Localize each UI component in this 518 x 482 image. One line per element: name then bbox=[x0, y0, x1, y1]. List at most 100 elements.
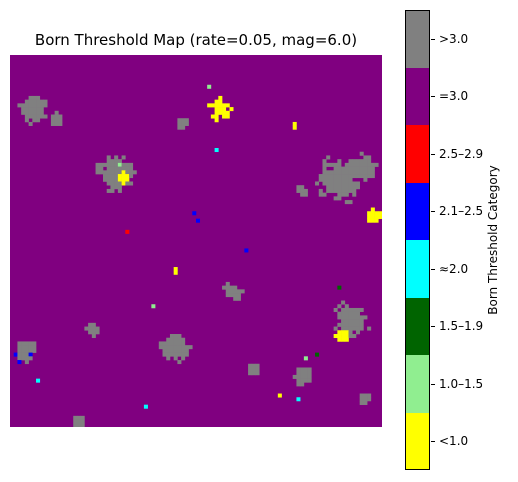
heatmap-cell bbox=[352, 159, 357, 164]
heatmap-cell bbox=[169, 348, 174, 353]
heatmap-cell bbox=[28, 356, 33, 361]
colorbar-tick bbox=[431, 383, 435, 385]
heatmap-cell bbox=[110, 181, 115, 186]
heatmap-cell bbox=[296, 367, 301, 372]
colorbar-tick-label: ≈2.0 bbox=[439, 261, 469, 276]
heatmap-cell bbox=[322, 162, 327, 167]
heatmap-cell bbox=[341, 322, 346, 327]
heatmap-canvas bbox=[10, 55, 382, 427]
heatmap-cell bbox=[318, 192, 323, 197]
heatmap-cell bbox=[110, 159, 115, 164]
heatmap-cell bbox=[114, 162, 119, 167]
heatmap-cell bbox=[129, 174, 134, 179]
heatmap-cell bbox=[348, 162, 353, 167]
heatmap-cell bbox=[218, 103, 223, 108]
heatmap-cell bbox=[326, 177, 331, 182]
heatmap-cell bbox=[91, 322, 96, 327]
heatmap-cell bbox=[21, 107, 26, 112]
heatmap-cell bbox=[337, 159, 342, 164]
heatmap-cell bbox=[322, 192, 327, 197]
heatmap-cell bbox=[114, 181, 119, 186]
heatmap-cell bbox=[39, 114, 44, 119]
heatmap-cell bbox=[352, 322, 357, 327]
heatmap-cell bbox=[378, 211, 382, 216]
heatmap-cell bbox=[99, 170, 104, 175]
heatmap-cell bbox=[222, 110, 227, 115]
heatmap-cell bbox=[322, 177, 327, 182]
heatmap-cell bbox=[222, 285, 227, 290]
heatmap-cell bbox=[181, 121, 186, 126]
heatmap-cell bbox=[333, 181, 338, 186]
heatmap-cell bbox=[158, 341, 163, 346]
heatmap-cell bbox=[229, 293, 234, 298]
heatmap-cell bbox=[344, 177, 349, 182]
heatmap-cell bbox=[28, 95, 33, 100]
heatmap-cell bbox=[352, 188, 357, 193]
heatmap-cell bbox=[114, 185, 119, 190]
heatmap-cell bbox=[76, 423, 81, 427]
heatmap-cell bbox=[162, 352, 167, 357]
heatmap-cell bbox=[352, 311, 357, 316]
heatmap-cell bbox=[80, 419, 85, 424]
heatmap-cell bbox=[348, 181, 353, 186]
heatmap-cell bbox=[32, 99, 37, 104]
heatmap-cell bbox=[337, 177, 342, 182]
heatmap-cell bbox=[222, 103, 227, 108]
heatmap-cell bbox=[184, 121, 189, 126]
heatmap-cell bbox=[233, 293, 238, 298]
heatmap-cell bbox=[337, 166, 342, 171]
heatmap-cell bbox=[121, 162, 126, 167]
heatmap-cell bbox=[344, 337, 349, 342]
heatmap-cell bbox=[344, 166, 349, 171]
heatmap-cell bbox=[318, 188, 323, 193]
heatmap-cell bbox=[329, 162, 334, 167]
heatmap-cell bbox=[255, 363, 260, 368]
heatmap-cell bbox=[121, 170, 126, 175]
colorbar-tick-label: 1.5–1.9 bbox=[439, 319, 484, 334]
heatmap-cell bbox=[214, 118, 219, 123]
heatmap-cell bbox=[214, 114, 219, 119]
heatmap-cell bbox=[300, 371, 305, 376]
heatmap-cell bbox=[24, 352, 29, 357]
heatmap-cell bbox=[143, 404, 148, 409]
heatmap-cell bbox=[184, 352, 189, 357]
heatmap-cell bbox=[28, 345, 33, 350]
heatmap-cell bbox=[374, 162, 379, 167]
colorbar-segment bbox=[406, 297, 429, 355]
heatmap-cell bbox=[359, 400, 364, 405]
heatmap-cell bbox=[337, 174, 342, 179]
heatmap-cell bbox=[32, 103, 37, 108]
heatmap-cell bbox=[367, 393, 372, 398]
heatmap-cell bbox=[173, 345, 178, 350]
heatmap-cell bbox=[355, 330, 360, 335]
heatmap-cell bbox=[352, 307, 357, 312]
heatmap-cell bbox=[177, 118, 182, 123]
heatmap-cell bbox=[341, 188, 346, 193]
heatmap-cell bbox=[337, 315, 342, 320]
heatmap-cell bbox=[91, 330, 96, 335]
heatmap-cell bbox=[166, 337, 171, 342]
heatmap-cell bbox=[344, 319, 349, 324]
heatmap-cell bbox=[348, 159, 353, 164]
heatmap-cell bbox=[352, 166, 357, 171]
heatmap-cell bbox=[348, 334, 353, 339]
heatmap-cell bbox=[333, 188, 338, 193]
heatmap-cell bbox=[173, 341, 178, 346]
heatmap-cell bbox=[32, 114, 37, 119]
heatmap-cell bbox=[17, 345, 22, 350]
heatmap-cell bbox=[36, 110, 41, 115]
heatmap-cell bbox=[370, 207, 375, 212]
heatmap-cell bbox=[359, 326, 364, 331]
heatmap-cell bbox=[24, 345, 29, 350]
heatmap-cell bbox=[32, 110, 37, 115]
heatmap-cell bbox=[177, 125, 182, 130]
heatmap-cell bbox=[367, 174, 372, 179]
heatmap-cell bbox=[303, 367, 308, 372]
heatmap-cell bbox=[344, 315, 349, 320]
heatmap-cell bbox=[181, 341, 186, 346]
heatmap-cell bbox=[21, 103, 26, 108]
heatmap-cell bbox=[225, 293, 230, 298]
heatmap-cell bbox=[233, 285, 238, 290]
heatmap-cell bbox=[348, 200, 353, 205]
heatmap-cell bbox=[192, 211, 197, 216]
